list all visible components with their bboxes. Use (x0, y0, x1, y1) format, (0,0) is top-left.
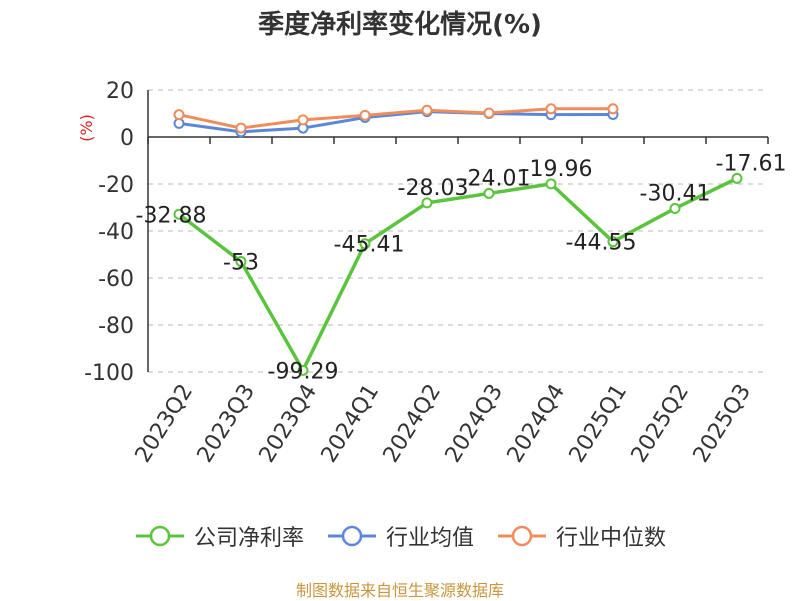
legend: 公司净利率 行业均值 行业中位数 (0, 520, 800, 552)
data-point (421, 197, 433, 209)
x-tick-label: 2024Q1 (317, 380, 384, 467)
legend-swatch-orange-icon (498, 525, 546, 547)
y-axis-label: (%) (77, 114, 96, 142)
x-tick-label: 2024Q3 (441, 380, 508, 467)
y-tick-label: -40 (98, 220, 134, 245)
y-tick-label: 20 (106, 79, 134, 104)
data-label: -30.41 (640, 181, 711, 206)
data-labels: -32.88 -53 -99.29 -45.41 -28.03-24.01-19.96 -… (136, 151, 787, 384)
data-point (359, 238, 371, 250)
legend-label: 行业中位数 (556, 526, 667, 551)
data-point (235, 122, 247, 134)
data-point (173, 117, 185, 129)
data-label: -44.55 (566, 231, 637, 256)
legend-label: 公司净利率 (193, 526, 304, 551)
axes: 20 0 -20 -40 -60 -80 -100 (%) 2023Q22023Q32023Q4… (77, 79, 769, 467)
x-tick-label: 2025Q3 (689, 380, 756, 467)
y-tick-label: 0 (120, 126, 134, 151)
data-point (359, 109, 371, 121)
legend-item-company-net-margin[interactable]: 公司净利率 (134, 520, 304, 552)
data-point (669, 202, 681, 214)
data-point (421, 104, 433, 116)
data-point (297, 114, 309, 126)
x-tick-label: 2023Q4 (255, 380, 322, 467)
data-point (173, 109, 185, 121)
chart-title: 季度净利率变化情况(%) (258, 10, 542, 40)
x-tick-label: 2024Q2 (379, 380, 446, 467)
data-label: -99.29 (268, 359, 339, 384)
data-point (483, 187, 495, 199)
x-tick-label: 2025Q1 (565, 380, 632, 467)
x-tick-label: 2023Q2 (131, 380, 198, 467)
legend-swatch-green-icon (135, 525, 184, 547)
series-line (177, 176, 738, 373)
data-label: -45.41 (334, 233, 405, 258)
series-line (178, 107, 613, 130)
data-point (235, 256, 247, 268)
y-tick-label: -100 (84, 361, 134, 386)
data-point (545, 178, 557, 190)
legend-label: 行业均值 (385, 526, 474, 551)
data-point (483, 107, 495, 119)
data-label: -17.61 (716, 151, 787, 176)
y-tick-label: -60 (98, 267, 134, 292)
legend-item-industry-mean[interactable]: 行业均值 (326, 520, 474, 552)
data-label: -24.01 (460, 166, 531, 191)
y-tick-label: -80 (98, 314, 134, 339)
x-tick-label: 2023Q3 (193, 380, 260, 467)
data-label: -19.96 (522, 157, 593, 182)
legend-item-industry-median[interactable]: 行业中位数 (496, 520, 666, 552)
data-point (731, 172, 743, 184)
series-lines (173, 103, 743, 376)
data-point (545, 103, 557, 115)
data-point (297, 364, 309, 376)
x-tick-label: 2025Q2 (627, 380, 694, 467)
data-point (173, 208, 185, 220)
data-label: -53 (223, 251, 259, 276)
x-tick-label: 2024Q4 (503, 380, 570, 467)
y-tick-label: -20 (98, 173, 134, 198)
series-line (178, 110, 614, 134)
data-point (607, 236, 619, 248)
data-label: -28.03 (398, 176, 469, 201)
source-note: 制图数据来自恒生聚源数据库 (295, 581, 504, 600)
data-label: -32.88 (136, 203, 207, 228)
legend-swatch-blue-icon (327, 525, 376, 547)
data-point (607, 103, 619, 115)
